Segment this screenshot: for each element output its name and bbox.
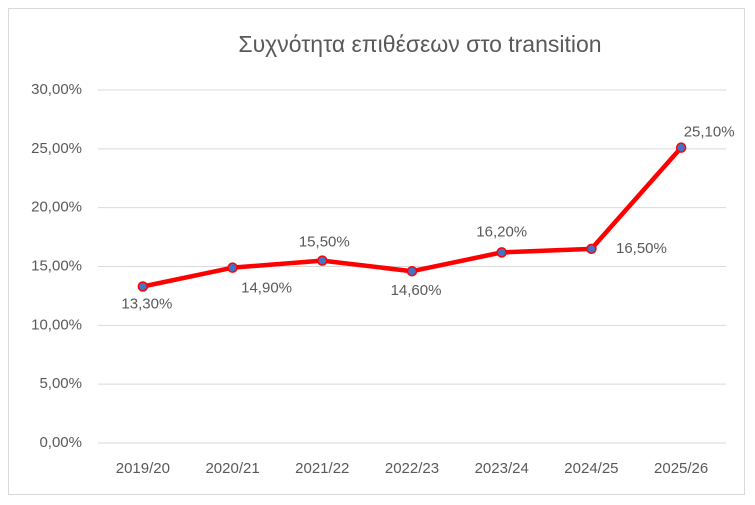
x-tick-label: 2024/25 bbox=[564, 460, 618, 477]
data-label: 16,20% bbox=[476, 223, 527, 240]
x-tick-label: 2020/21 bbox=[205, 460, 259, 477]
data-label: 14,90% bbox=[241, 280, 292, 297]
marker bbox=[137, 281, 149, 292]
data-label: 25,10% bbox=[684, 124, 735, 141]
y-tick-label: 30,00% bbox=[31, 81, 82, 98]
x-tick-label: 2025/26 bbox=[654, 460, 708, 477]
y-tick-label: 0,00% bbox=[39, 434, 82, 451]
marker bbox=[586, 243, 597, 255]
data-label: 16,50% bbox=[616, 240, 667, 257]
marker bbox=[675, 142, 687, 153]
y-tick-label: 20,00% bbox=[31, 199, 82, 216]
chart-title: Συχνότητα επιθέσεων στο transition bbox=[238, 31, 601, 57]
y-tick-label: 25,00% bbox=[31, 140, 82, 157]
marker bbox=[227, 262, 238, 273]
marker bbox=[496, 247, 507, 258]
x-tick-label: 2021/22 bbox=[295, 460, 349, 477]
data-label: 13,30% bbox=[121, 295, 172, 312]
y-tick-label: 5,00% bbox=[39, 375, 82, 392]
x-tick-label: 2023/24 bbox=[475, 460, 529, 477]
x-tick-label: 2022/23 bbox=[385, 460, 439, 477]
y-tick-label: 10,00% bbox=[31, 316, 82, 333]
marker bbox=[406, 265, 418, 277]
marker bbox=[317, 255, 328, 266]
data-label: 15,50% bbox=[299, 234, 350, 251]
y-tick-label: 15,00% bbox=[31, 257, 82, 274]
data-label: 14,60% bbox=[391, 282, 442, 299]
x-tick-label: 2019/20 bbox=[116, 460, 170, 477]
